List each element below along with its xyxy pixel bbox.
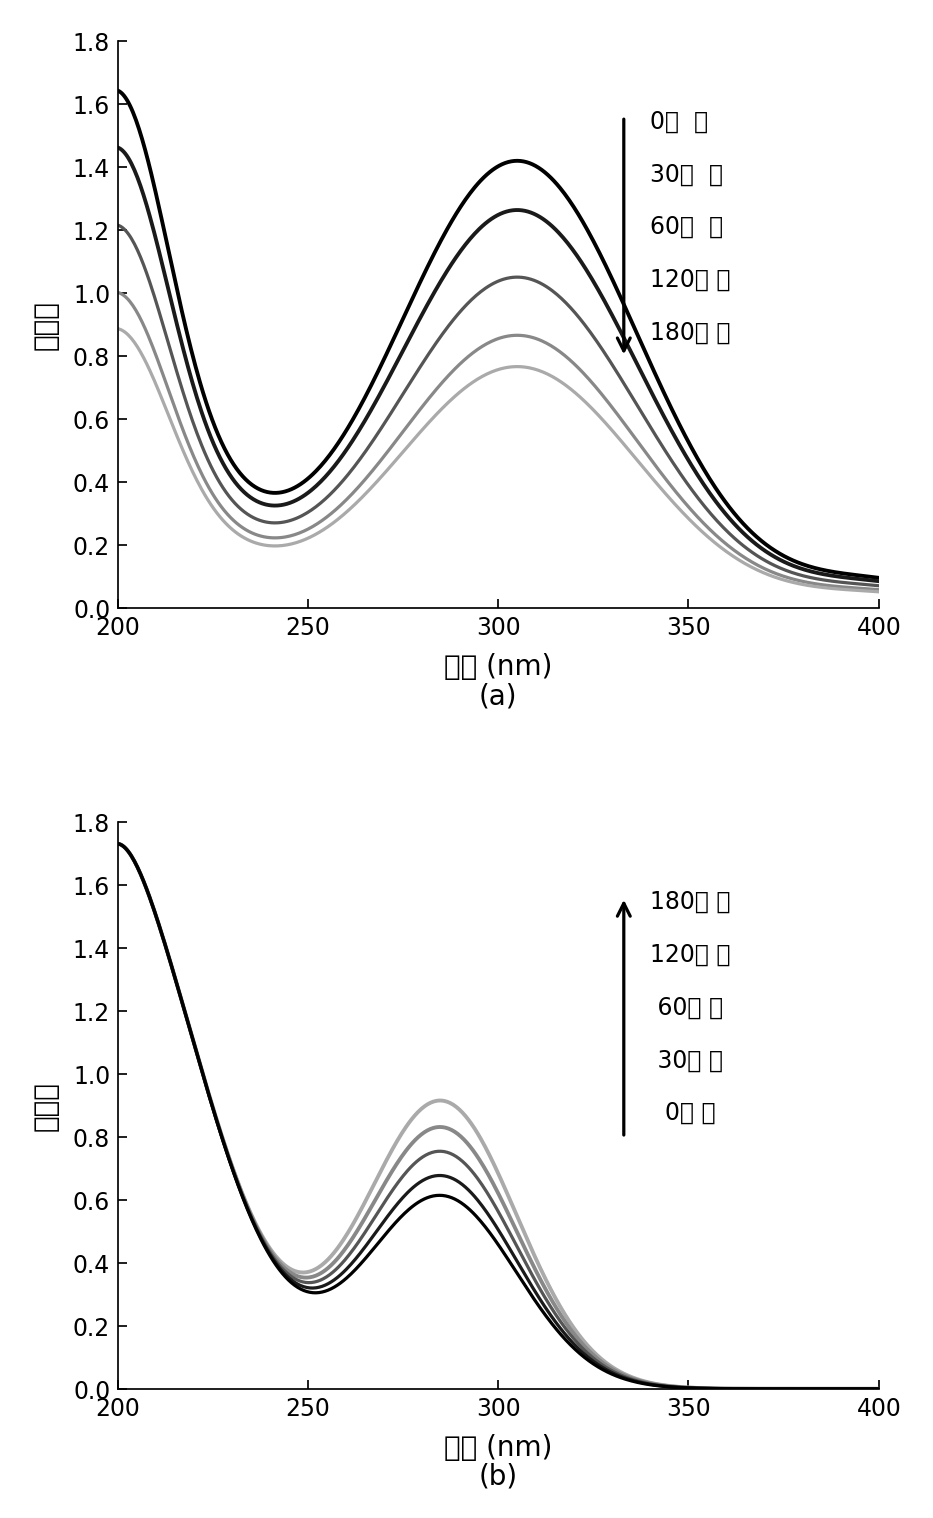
Y-axis label: 吸光度: 吸光度 — [32, 1081, 60, 1131]
Y-axis label: 吸光度: 吸光度 — [32, 301, 60, 351]
Text: 180分 钟: 180分 钟 — [650, 890, 731, 914]
Text: 60分 钟: 60分 钟 — [650, 996, 723, 1020]
Text: 30分 钟: 30分 钟 — [650, 1047, 723, 1072]
Text: 30分  钟: 30分 钟 — [650, 162, 723, 187]
X-axis label: 波长 (nm): 波长 (nm) — [444, 1433, 552, 1462]
X-axis label: 波长 (nm): 波长 (nm) — [444, 653, 552, 680]
Text: 120分 钟: 120分 钟 — [650, 943, 731, 967]
Text: 0分  钟: 0分 钟 — [650, 109, 708, 134]
Text: (a): (a) — [479, 682, 517, 710]
Text: 0分 钟: 0分 钟 — [650, 1101, 716, 1125]
Text: 120分 钟: 120分 钟 — [650, 267, 731, 291]
Text: 180分 钟: 180分 钟 — [650, 320, 731, 345]
Text: (b): (b) — [479, 1462, 518, 1491]
Text: 60分  钟: 60分 钟 — [650, 216, 723, 238]
